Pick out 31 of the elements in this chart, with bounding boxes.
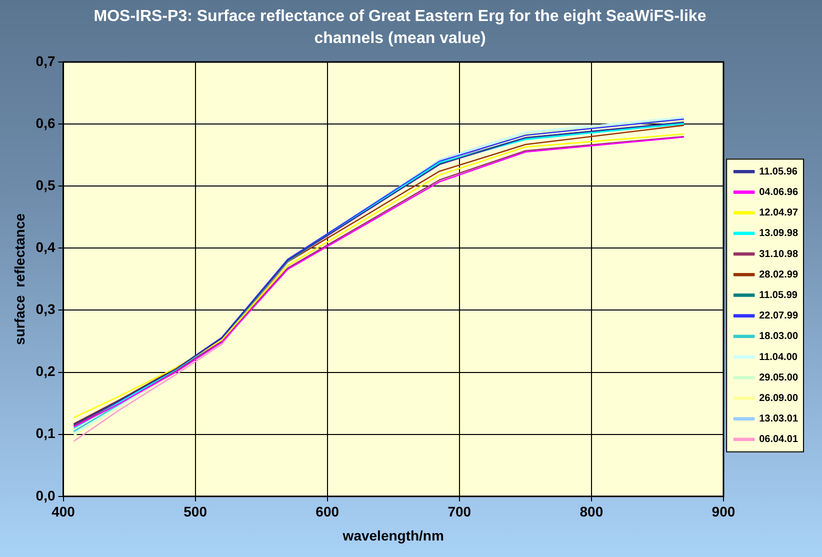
legend-label: 29.05.00 — [759, 372, 798, 384]
legend-label: 13.03.01 — [759, 414, 798, 425]
legend-label: 11.05.99 — [759, 290, 798, 301]
legend-label: 18.03.00 — [759, 331, 798, 342]
legend-label: 06.04.01 — [759, 434, 798, 446]
legend-label: 28.02.99 — [759, 269, 798, 280]
y-tick-label: 0,6 — [36, 114, 56, 131]
y-tick-label: 0,2 — [36, 363, 56, 380]
x-tick-label: 900 — [712, 504, 736, 520]
legend-label: 11.04.00 — [759, 352, 798, 363]
x-tick-label: 800 — [580, 504, 604, 520]
y-tick-label: 0,1 — [36, 425, 56, 442]
y-tick-label: 0,4 — [36, 239, 56, 256]
chart-title: MOS-IRS-P3: Surface reflectance of Great Eastern Erg for the eight SeaWiFS-like channels (mean value) — [92, 7, 708, 49]
y-tick-label: 0,5 — [36, 176, 56, 193]
legend-label: 31.10.98 — [759, 248, 798, 260]
x-tick-label: 700 — [448, 504, 472, 520]
y-axis-title: surface reflectance — [11, 213, 28, 345]
x-axis-title: wavelength/nm — [342, 527, 444, 544]
legend-label: 11.05.96 — [759, 166, 798, 178]
x-tick-label: 500 — [184, 504, 208, 520]
y-tick-label: 0,3 — [36, 301, 56, 318]
legend-label: 04.06.96 — [759, 186, 798, 198]
y-tick-label: 0,0 — [36, 487, 56, 504]
legend-label: 13.09.98 — [759, 228, 798, 240]
x-tick-label: 400 — [52, 504, 76, 520]
legend-label: 12.04.97 — [759, 208, 798, 219]
x-tick-label: 600 — [316, 504, 340, 520]
legend-label: 22.07.99 — [759, 310, 798, 322]
legend-label: 26.09.00 — [759, 392, 798, 404]
y-tick-label: 0,7 — [36, 52, 56, 69]
